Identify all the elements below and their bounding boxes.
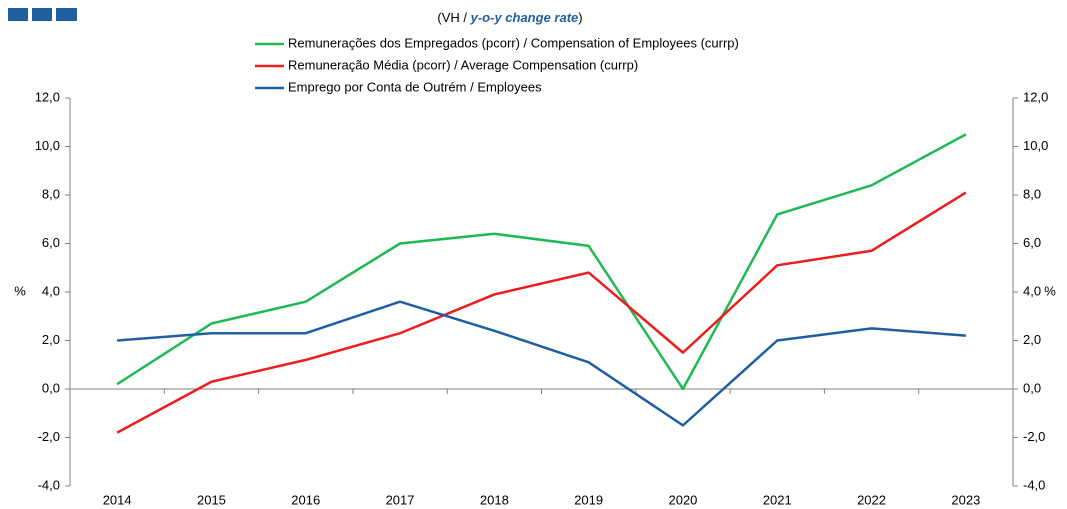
y2-tick-label: 4,0 bbox=[1023, 283, 1041, 298]
y-tick-label: 4,0 bbox=[42, 283, 60, 298]
legend-label: Remunerações dos Empregados (pcorr) / Co… bbox=[288, 35, 739, 50]
legend-label: Remuneração Média (pcorr) / Average Comp… bbox=[288, 57, 638, 72]
y2-tick-label: 0,0 bbox=[1023, 380, 1041, 395]
x-tick-label: 2017 bbox=[386, 492, 415, 507]
y-axis-label: % bbox=[14, 283, 26, 298]
y-tick-label: -2,0 bbox=[38, 429, 60, 444]
x-tick-label: 2023 bbox=[951, 492, 980, 507]
x-tick-label: 2014 bbox=[103, 492, 132, 507]
logo-block bbox=[32, 8, 52, 21]
y-tick-label: 8,0 bbox=[42, 186, 60, 201]
y-tick-label: 6,0 bbox=[42, 235, 60, 250]
y2-tick-label: 2,0 bbox=[1023, 332, 1041, 347]
y-tick-label: 12,0 bbox=[35, 89, 60, 104]
x-tick-label: 2016 bbox=[291, 492, 320, 507]
y-tick-label: 0,0 bbox=[42, 380, 60, 395]
y2-tick-label: 12,0 bbox=[1023, 89, 1048, 104]
chart-title: (VH / y-o-y change rate) bbox=[437, 10, 582, 25]
legend-label: Emprego por Conta de Outrém / Employees bbox=[288, 79, 542, 94]
y-tick-label: -4,0 bbox=[38, 477, 60, 492]
series-line bbox=[117, 300, 966, 427]
y2-axis-label: % bbox=[1044, 283, 1056, 298]
y2-tick-label: 10,0 bbox=[1023, 138, 1048, 153]
x-tick-label: 2018 bbox=[480, 492, 509, 507]
x-tick-label: 2020 bbox=[668, 492, 697, 507]
y2-tick-label: 6,0 bbox=[1023, 235, 1041, 250]
title-part: (VH / bbox=[437, 10, 470, 25]
title-emphasis: y-o-y change rate bbox=[470, 10, 579, 25]
logo-block bbox=[56, 8, 77, 21]
series-line bbox=[116, 133, 967, 391]
y-tick-label: 10,0 bbox=[35, 138, 60, 153]
series-line bbox=[116, 191, 967, 434]
logo-block bbox=[8, 8, 28, 21]
x-tick-label: 2015 bbox=[197, 492, 226, 507]
y2-tick-label: 8,0 bbox=[1023, 186, 1041, 201]
x-tick-label: 2021 bbox=[763, 492, 792, 507]
x-tick-label: 2019 bbox=[574, 492, 603, 507]
y-tick-label: 2,0 bbox=[42, 332, 60, 347]
x-tick-label: 2022 bbox=[857, 492, 886, 507]
y2-tick-label: -4,0 bbox=[1023, 477, 1045, 492]
y2-tick-label: -2,0 bbox=[1023, 429, 1045, 444]
title-part: ) bbox=[578, 10, 582, 25]
